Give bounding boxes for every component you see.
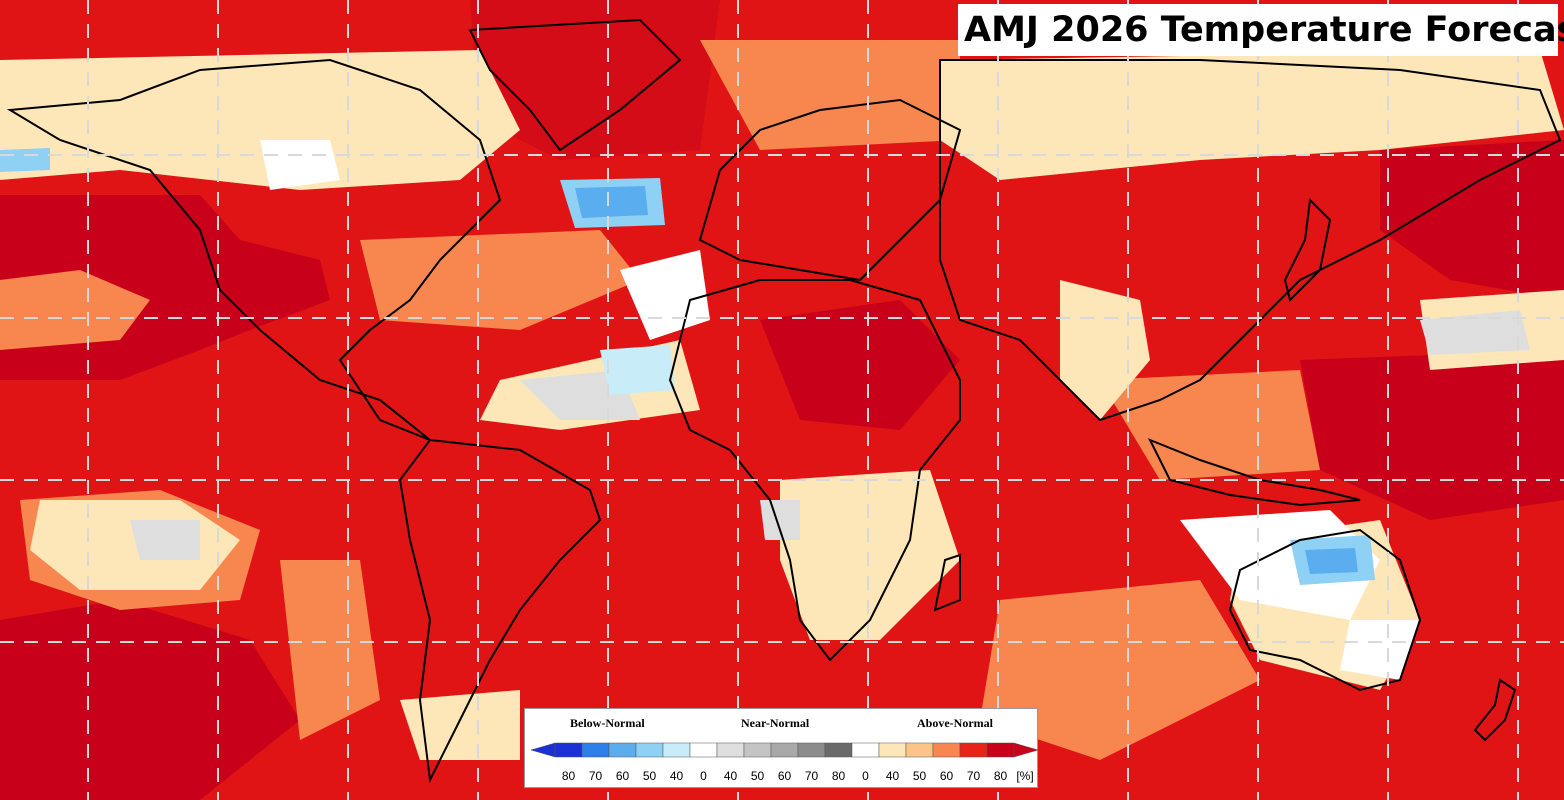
region-tan bbox=[0, 50, 520, 190]
region-blue bbox=[575, 186, 648, 218]
legend-swatch bbox=[851, 742, 880, 758]
legend-tick-label: 70 bbox=[804, 769, 819, 783]
legend-tick-label: 80 bbox=[993, 769, 1008, 783]
legend-label-below: Below-Normal bbox=[570, 716, 645, 730]
legend-swatch bbox=[635, 742, 664, 758]
region-grey bbox=[130, 520, 200, 560]
region-orange bbox=[980, 580, 1260, 760]
region-tan bbox=[400, 690, 520, 760]
legend-tick-label: 70 bbox=[588, 769, 603, 783]
region-dark-red bbox=[1300, 350, 1564, 520]
region-white bbox=[620, 250, 710, 340]
coast-new-zealand bbox=[1473, 678, 1517, 742]
legend-tick-label: 60 bbox=[777, 769, 792, 783]
coast-south-america bbox=[398, 438, 602, 784]
legend-label-above: Above-Normal bbox=[917, 716, 993, 730]
legend-tick-label: 80 bbox=[561, 769, 576, 783]
region-dark-red bbox=[0, 600, 300, 800]
region-grey bbox=[1420, 310, 1530, 355]
legend-swatch bbox=[797, 742, 826, 758]
legend-tick-label: 0 bbox=[862, 769, 869, 783]
region-blue bbox=[0, 148, 50, 172]
legend-tick-label: 40 bbox=[723, 769, 738, 783]
region-orange bbox=[360, 230, 640, 330]
legend-label-near: Near-Normal bbox=[741, 716, 810, 730]
region-tan bbox=[940, 50, 1564, 180]
coast-asia bbox=[939, 59, 1562, 422]
legend-arrow-left bbox=[530, 742, 556, 758]
coast-indonesia bbox=[1147, 438, 1361, 507]
legend-tick-label: 60 bbox=[939, 769, 954, 783]
region-orange bbox=[0, 270, 150, 350]
legend-swatch bbox=[905, 742, 934, 758]
coast-australia bbox=[1228, 528, 1422, 692]
legend-swatch bbox=[716, 742, 745, 758]
legend-swatch bbox=[770, 742, 799, 758]
region-orange bbox=[700, 40, 960, 150]
coastlines bbox=[6, 18, 1562, 784]
coast-europe bbox=[698, 98, 962, 282]
region-white bbox=[260, 140, 340, 190]
legend-swatch bbox=[581, 742, 610, 758]
legend-tick-label: 0 bbox=[700, 769, 707, 783]
coast-africa bbox=[668, 279, 961, 662]
page-title: AMJ 2026 Temperature Forecast bbox=[964, 10, 1564, 50]
legend-swatch bbox=[743, 742, 772, 758]
legend-swatch bbox=[662, 742, 691, 758]
legend-tick-label: 50 bbox=[642, 769, 657, 783]
region-tan bbox=[780, 470, 960, 640]
legend-arrow-right bbox=[1013, 742, 1039, 758]
legend-swatch bbox=[959, 742, 988, 758]
legend-swatch bbox=[689, 742, 718, 758]
region-grey bbox=[760, 500, 800, 540]
region-dark-red bbox=[470, 0, 720, 160]
legend-tick-label: 60 bbox=[615, 769, 630, 783]
legend-tick-label: 50 bbox=[750, 769, 765, 783]
legend-swatch bbox=[554, 742, 583, 758]
legend-colorbar bbox=[530, 742, 1039, 758]
legend-swatch bbox=[608, 742, 637, 758]
legend-tick-label: 40 bbox=[669, 769, 684, 783]
region-blue bbox=[1305, 548, 1358, 574]
coast-japan bbox=[1283, 197, 1332, 302]
legend-swatch bbox=[986, 742, 1015, 758]
region-dark-red bbox=[760, 300, 960, 430]
legend: Below-Normal Near-Normal Above-Normal 80… bbox=[524, 708, 1039, 788]
legend-unit: [%] bbox=[1016, 769, 1034, 783]
region-orange bbox=[1100, 370, 1320, 480]
coast-north-america bbox=[6, 58, 502, 441]
region-blue bbox=[600, 345, 675, 395]
legend-tick-label: 70 bbox=[966, 769, 981, 783]
coast-greenland bbox=[468, 18, 682, 152]
legend-tick-label: 40 bbox=[885, 769, 900, 783]
legend-swatch bbox=[932, 742, 961, 758]
legend-swatch bbox=[878, 742, 907, 758]
region-orange bbox=[280, 560, 380, 740]
coast-madagascar bbox=[933, 553, 961, 612]
legend-tick-label: 80 bbox=[831, 769, 846, 783]
title-box: AMJ 2026 Temperature Forecast bbox=[958, 4, 1564, 56]
legend-tick-label: 50 bbox=[912, 769, 927, 783]
region-white bbox=[1340, 620, 1420, 680]
legend-swatch bbox=[824, 742, 853, 758]
